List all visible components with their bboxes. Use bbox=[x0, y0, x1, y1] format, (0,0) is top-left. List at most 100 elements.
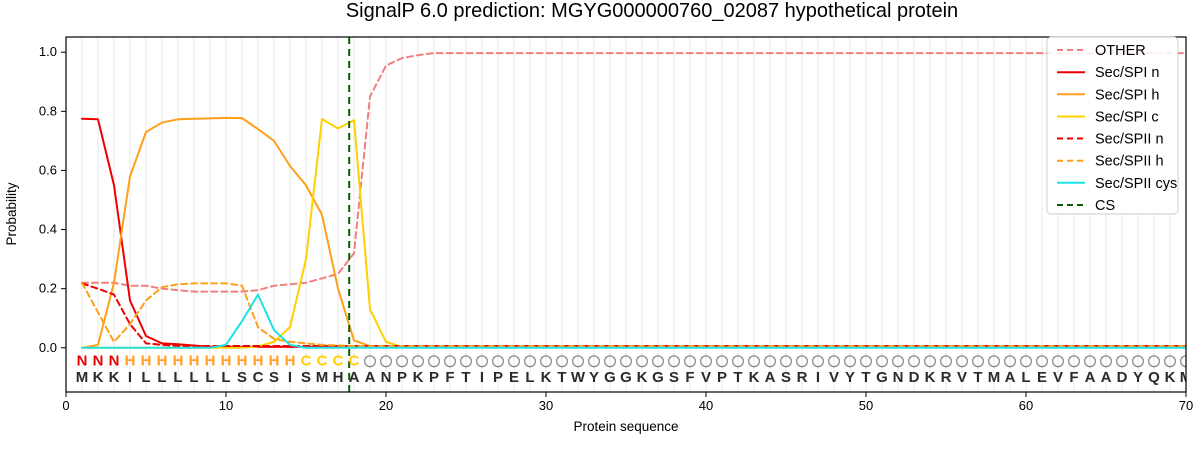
svg-text:T: T bbox=[733, 369, 742, 386]
svg-text:K: K bbox=[749, 369, 760, 386]
svg-text:N: N bbox=[93, 353, 104, 370]
svg-text:Sec/SPI n: Sec/SPI n bbox=[1095, 65, 1159, 81]
svg-text:C: C bbox=[301, 353, 312, 370]
svg-text:H: H bbox=[333, 369, 344, 386]
svg-text:V: V bbox=[1053, 369, 1063, 386]
svg-text:K: K bbox=[109, 369, 120, 386]
svg-text:0.0: 0.0 bbox=[39, 340, 57, 355]
svg-text:20: 20 bbox=[379, 398, 393, 413]
svg-text:G: G bbox=[620, 369, 632, 386]
svg-text:T: T bbox=[461, 369, 470, 386]
svg-text:10: 10 bbox=[219, 398, 233, 413]
svg-text:Sec/SPI h: Sec/SPI h bbox=[1095, 87, 1159, 103]
svg-text:50: 50 bbox=[859, 398, 873, 413]
svg-text:L: L bbox=[1021, 369, 1030, 386]
svg-text:M: M bbox=[316, 369, 329, 386]
svg-text:M: M bbox=[76, 369, 89, 386]
svg-text:Sec/SPII n: Sec/SPII n bbox=[1095, 132, 1164, 148]
svg-text:H: H bbox=[205, 353, 216, 370]
svg-text:H: H bbox=[285, 353, 296, 370]
svg-text:P: P bbox=[493, 369, 503, 386]
svg-text:H: H bbox=[157, 353, 168, 370]
svg-text:V: V bbox=[701, 369, 711, 386]
svg-text:N: N bbox=[77, 353, 88, 370]
svg-text:N: N bbox=[381, 369, 392, 386]
svg-text:F: F bbox=[685, 369, 694, 386]
svg-text:S: S bbox=[301, 369, 311, 386]
svg-text:G: G bbox=[876, 369, 888, 386]
svg-text:H: H bbox=[253, 353, 264, 370]
svg-text:E: E bbox=[1037, 369, 1047, 386]
svg-text:P: P bbox=[397, 369, 407, 386]
svg-text:Y: Y bbox=[1133, 369, 1143, 386]
svg-text:Sec/SPI c: Sec/SPI c bbox=[1095, 109, 1159, 125]
svg-text:A: A bbox=[765, 369, 776, 386]
svg-text:L: L bbox=[525, 369, 534, 386]
svg-text:I: I bbox=[128, 369, 132, 386]
svg-text:L: L bbox=[173, 369, 182, 386]
svg-text:L: L bbox=[157, 369, 166, 386]
svg-text:K: K bbox=[637, 369, 648, 386]
svg-text:K: K bbox=[541, 369, 552, 386]
svg-text:M: M bbox=[988, 369, 1001, 386]
svg-text:A: A bbox=[349, 369, 360, 386]
svg-text:Sec/SPII cys: Sec/SPII cys bbox=[1095, 176, 1177, 192]
svg-text:H: H bbox=[269, 353, 280, 370]
svg-text:D: D bbox=[909, 369, 920, 386]
svg-text:H: H bbox=[141, 353, 152, 370]
svg-text:L: L bbox=[205, 369, 214, 386]
svg-text:R: R bbox=[797, 369, 808, 386]
svg-text:N: N bbox=[109, 353, 120, 370]
svg-text:P: P bbox=[429, 369, 439, 386]
svg-text:1.0: 1.0 bbox=[39, 44, 57, 59]
svg-text:70: 70 bbox=[1179, 398, 1193, 413]
svg-text:CS: CS bbox=[1095, 198, 1115, 214]
svg-text:0.6: 0.6 bbox=[39, 162, 57, 177]
svg-text:G: G bbox=[652, 369, 664, 386]
svg-text:V: V bbox=[829, 369, 839, 386]
svg-text:D: D bbox=[1117, 369, 1128, 386]
svg-text:I: I bbox=[816, 369, 820, 386]
svg-text:E: E bbox=[509, 369, 519, 386]
svg-text:H: H bbox=[189, 353, 200, 370]
svg-text:C: C bbox=[253, 369, 264, 386]
svg-text:Y: Y bbox=[589, 369, 599, 386]
svg-text:Y: Y bbox=[845, 369, 855, 386]
svg-text:C: C bbox=[349, 353, 360, 370]
svg-text:T: T bbox=[557, 369, 566, 386]
svg-text:K: K bbox=[1165, 369, 1176, 386]
svg-text:0.8: 0.8 bbox=[39, 103, 57, 118]
svg-text:I: I bbox=[288, 369, 292, 386]
svg-text:Probability: Probability bbox=[4, 182, 19, 245]
svg-text:K: K bbox=[925, 369, 936, 386]
svg-text:OTHER: OTHER bbox=[1095, 43, 1146, 59]
svg-text:C: C bbox=[333, 353, 344, 370]
svg-text:A: A bbox=[1101, 369, 1112, 386]
svg-text:T: T bbox=[973, 369, 982, 386]
svg-text:Protein sequence: Protein sequence bbox=[573, 419, 678, 434]
svg-text:T: T bbox=[861, 369, 870, 386]
svg-text:S: S bbox=[269, 369, 279, 386]
svg-text:30: 30 bbox=[539, 398, 553, 413]
svg-text:P: P bbox=[717, 369, 727, 386]
svg-text:C: C bbox=[317, 353, 328, 370]
svg-text:A: A bbox=[1085, 369, 1096, 386]
svg-text:60: 60 bbox=[1019, 398, 1033, 413]
svg-text:N: N bbox=[893, 369, 904, 386]
svg-text:Sec/SPII h: Sec/SPII h bbox=[1095, 154, 1164, 170]
svg-text:L: L bbox=[141, 369, 150, 386]
svg-text:F: F bbox=[445, 369, 454, 386]
svg-text:0: 0 bbox=[62, 398, 69, 413]
svg-text:H: H bbox=[125, 353, 136, 370]
svg-text:K: K bbox=[93, 369, 104, 386]
svg-text:Q: Q bbox=[1148, 369, 1160, 386]
svg-text:A: A bbox=[365, 369, 376, 386]
svg-text:L: L bbox=[221, 369, 230, 386]
svg-text:G: G bbox=[604, 369, 616, 386]
svg-text:S: S bbox=[237, 369, 247, 386]
svg-text:I: I bbox=[480, 369, 484, 386]
svg-text:H: H bbox=[237, 353, 248, 370]
svg-text:H: H bbox=[173, 353, 184, 370]
svg-text:H: H bbox=[221, 353, 232, 370]
svg-text:SignalP 6.0 prediction: MGYG00: SignalP 6.0 prediction: MGYG000000760_02… bbox=[346, 0, 958, 22]
